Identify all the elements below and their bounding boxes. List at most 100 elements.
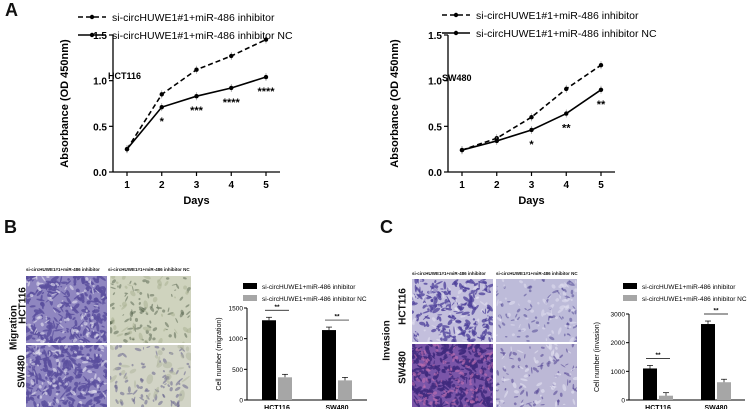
- cell-texture: [26, 345, 32, 351]
- cell-texture: [62, 376, 67, 381]
- cell-texture: [165, 373, 172, 380]
- cell-texture: [98, 345, 105, 350]
- cell-texture: [489, 335, 493, 338]
- cell-texture: [423, 302, 427, 306]
- y-tick-label: 1000: [229, 336, 244, 343]
- cell-texture: [104, 345, 107, 347]
- cell-texture: [157, 276, 164, 283]
- cell-texture: [441, 291, 446, 293]
- cell-texture: [74, 319, 78, 327]
- cell-texture: [85, 345, 95, 349]
- cell-texture: [423, 400, 426, 406]
- cell-texture: [490, 382, 493, 384]
- cell-texture: [412, 348, 417, 353]
- cell-texture: [131, 338, 135, 341]
- cell-texture: [68, 401, 71, 405]
- cell-texture: [58, 313, 64, 318]
- cell-texture: [35, 373, 39, 382]
- cell-texture: [55, 352, 59, 356]
- cell-texture: [144, 389, 150, 393]
- cell-texture: [437, 314, 443, 316]
- cell-texture: [66, 327, 70, 330]
- cell-texture: [460, 368, 465, 371]
- cell-texture: [85, 280, 90, 285]
- cell-texture: [473, 282, 479, 287]
- cell-texture: [139, 324, 143, 328]
- cell-texture: [431, 298, 434, 303]
- cell-texture: [439, 386, 445, 392]
- cell-texture: [129, 336, 132, 341]
- cell-texture: [453, 317, 457, 321]
- cell-texture: [55, 358, 60, 363]
- point-inhibitor-nc: [229, 85, 234, 91]
- cell-texture: [532, 403, 537, 407]
- cell-texture: [568, 351, 572, 354]
- cell-texture: [481, 401, 485, 405]
- cell-texture: [477, 378, 486, 381]
- y-tick-label: 3000: [611, 312, 626, 319]
- cell-texture: [486, 286, 490, 293]
- cell-texture: [67, 389, 71, 392]
- cell-texture: [513, 390, 520, 394]
- cell-texture: [473, 333, 477, 336]
- cell-texture: [441, 403, 449, 407]
- cell-texture: [552, 348, 555, 355]
- cell-texture: [26, 374, 31, 377]
- cell-texture: [491, 364, 493, 370]
- cell-texture: [417, 348, 422, 352]
- cell-texture: [506, 312, 511, 318]
- cell-texture: [64, 286, 67, 291]
- cell-texture: [186, 362, 190, 366]
- cell-texture: [138, 297, 141, 301]
- cell-texture: [26, 382, 31, 387]
- micro-header-c-right: si-circHUWE1#1+miR-486 inhibitor NC: [496, 271, 578, 276]
- cell-texture: [465, 345, 468, 348]
- cell-texture: [574, 387, 577, 391]
- line-chart-hct116: 0.0 0.5 1.0 1.5 1 2 3 4 5 Days Absorbance (OD 450n…: [59, 12, 293, 207]
- cell-texture: [90, 324, 94, 329]
- cell-texture: [423, 384, 426, 388]
- cell-texture: [36, 359, 40, 364]
- cell-texture: [37, 387, 42, 393]
- cell-texture: [44, 283, 51, 288]
- cell-texture: [77, 395, 87, 400]
- cell-texture: [112, 292, 116, 296]
- cell-texture: [175, 369, 179, 375]
- point-inhibitor-nc: [564, 111, 569, 116]
- cell-texture: [41, 382, 44, 385]
- cell-texture: [557, 327, 562, 335]
- y-tick-label: 0.5: [428, 122, 442, 133]
- cell-texture: [42, 403, 45, 407]
- cell-texture: [124, 292, 129, 295]
- cell-texture: [45, 376, 48, 380]
- cell-texture: [425, 294, 433, 299]
- cell-texture: [92, 329, 95, 333]
- cell-texture: [29, 276, 36, 281]
- cell-texture: [443, 368, 446, 374]
- cell-texture: [489, 382, 492, 386]
- cell-texture: [157, 350, 163, 356]
- cell-texture: [520, 328, 526, 332]
- cell-texture: [481, 324, 487, 328]
- cell-texture: [73, 351, 78, 354]
- cell-texture: [454, 298, 458, 304]
- cell-texture: [425, 359, 429, 363]
- cell-texture: [466, 323, 471, 329]
- cell-texture: [512, 382, 517, 389]
- cell-texture: [518, 323, 521, 329]
- cell-texture: [454, 369, 460, 373]
- cell-texture: [461, 311, 470, 316]
- cell-texture: [48, 324, 52, 330]
- cell-texture: [412, 317, 418, 322]
- cell-texture: [472, 397, 478, 404]
- cell-texture: [121, 326, 129, 332]
- point-inhibitor: [529, 115, 534, 120]
- cell-texture: [449, 335, 455, 338]
- cell-texture: [149, 306, 155, 312]
- cell-texture: [477, 386, 480, 393]
- cell-texture: [121, 369, 126, 375]
- cell-texture: [455, 319, 462, 324]
- cell-texture: [43, 388, 48, 392]
- y-tick-label: 1500: [229, 306, 244, 313]
- cell-texture: [563, 372, 566, 375]
